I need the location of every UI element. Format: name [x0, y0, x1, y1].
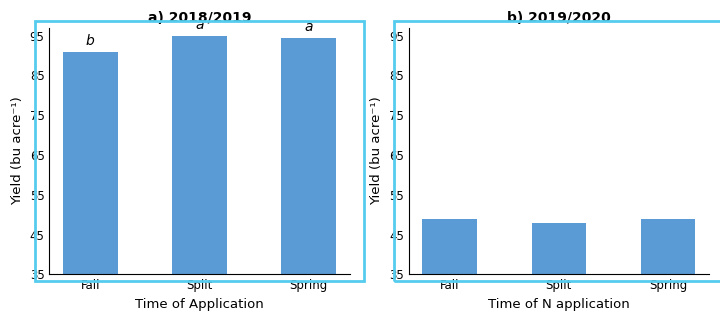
Y-axis label: Yield (bu acre⁻¹): Yield (bu acre⁻¹)	[11, 97, 24, 205]
Bar	[282, 38, 336, 274]
Text: b: b	[86, 34, 95, 48]
X-axis label: Time of Application: Time of Application	[135, 298, 264, 311]
Text: a: a	[195, 18, 204, 33]
Y-axis label: Yield (bu acre⁻¹): Yield (bu acre⁻¹)	[370, 97, 384, 205]
Title: a) 2018/2019: a) 2018/2019	[148, 11, 251, 25]
Bar	[172, 36, 227, 274]
X-axis label: Time of N application: Time of N application	[488, 298, 630, 311]
Text: a: a	[305, 20, 313, 34]
Bar	[63, 52, 117, 274]
Title: b) 2019/2020: b) 2019/2020	[507, 11, 611, 25]
Bar	[423, 219, 477, 274]
Bar	[531, 223, 586, 274]
Bar	[641, 219, 696, 274]
